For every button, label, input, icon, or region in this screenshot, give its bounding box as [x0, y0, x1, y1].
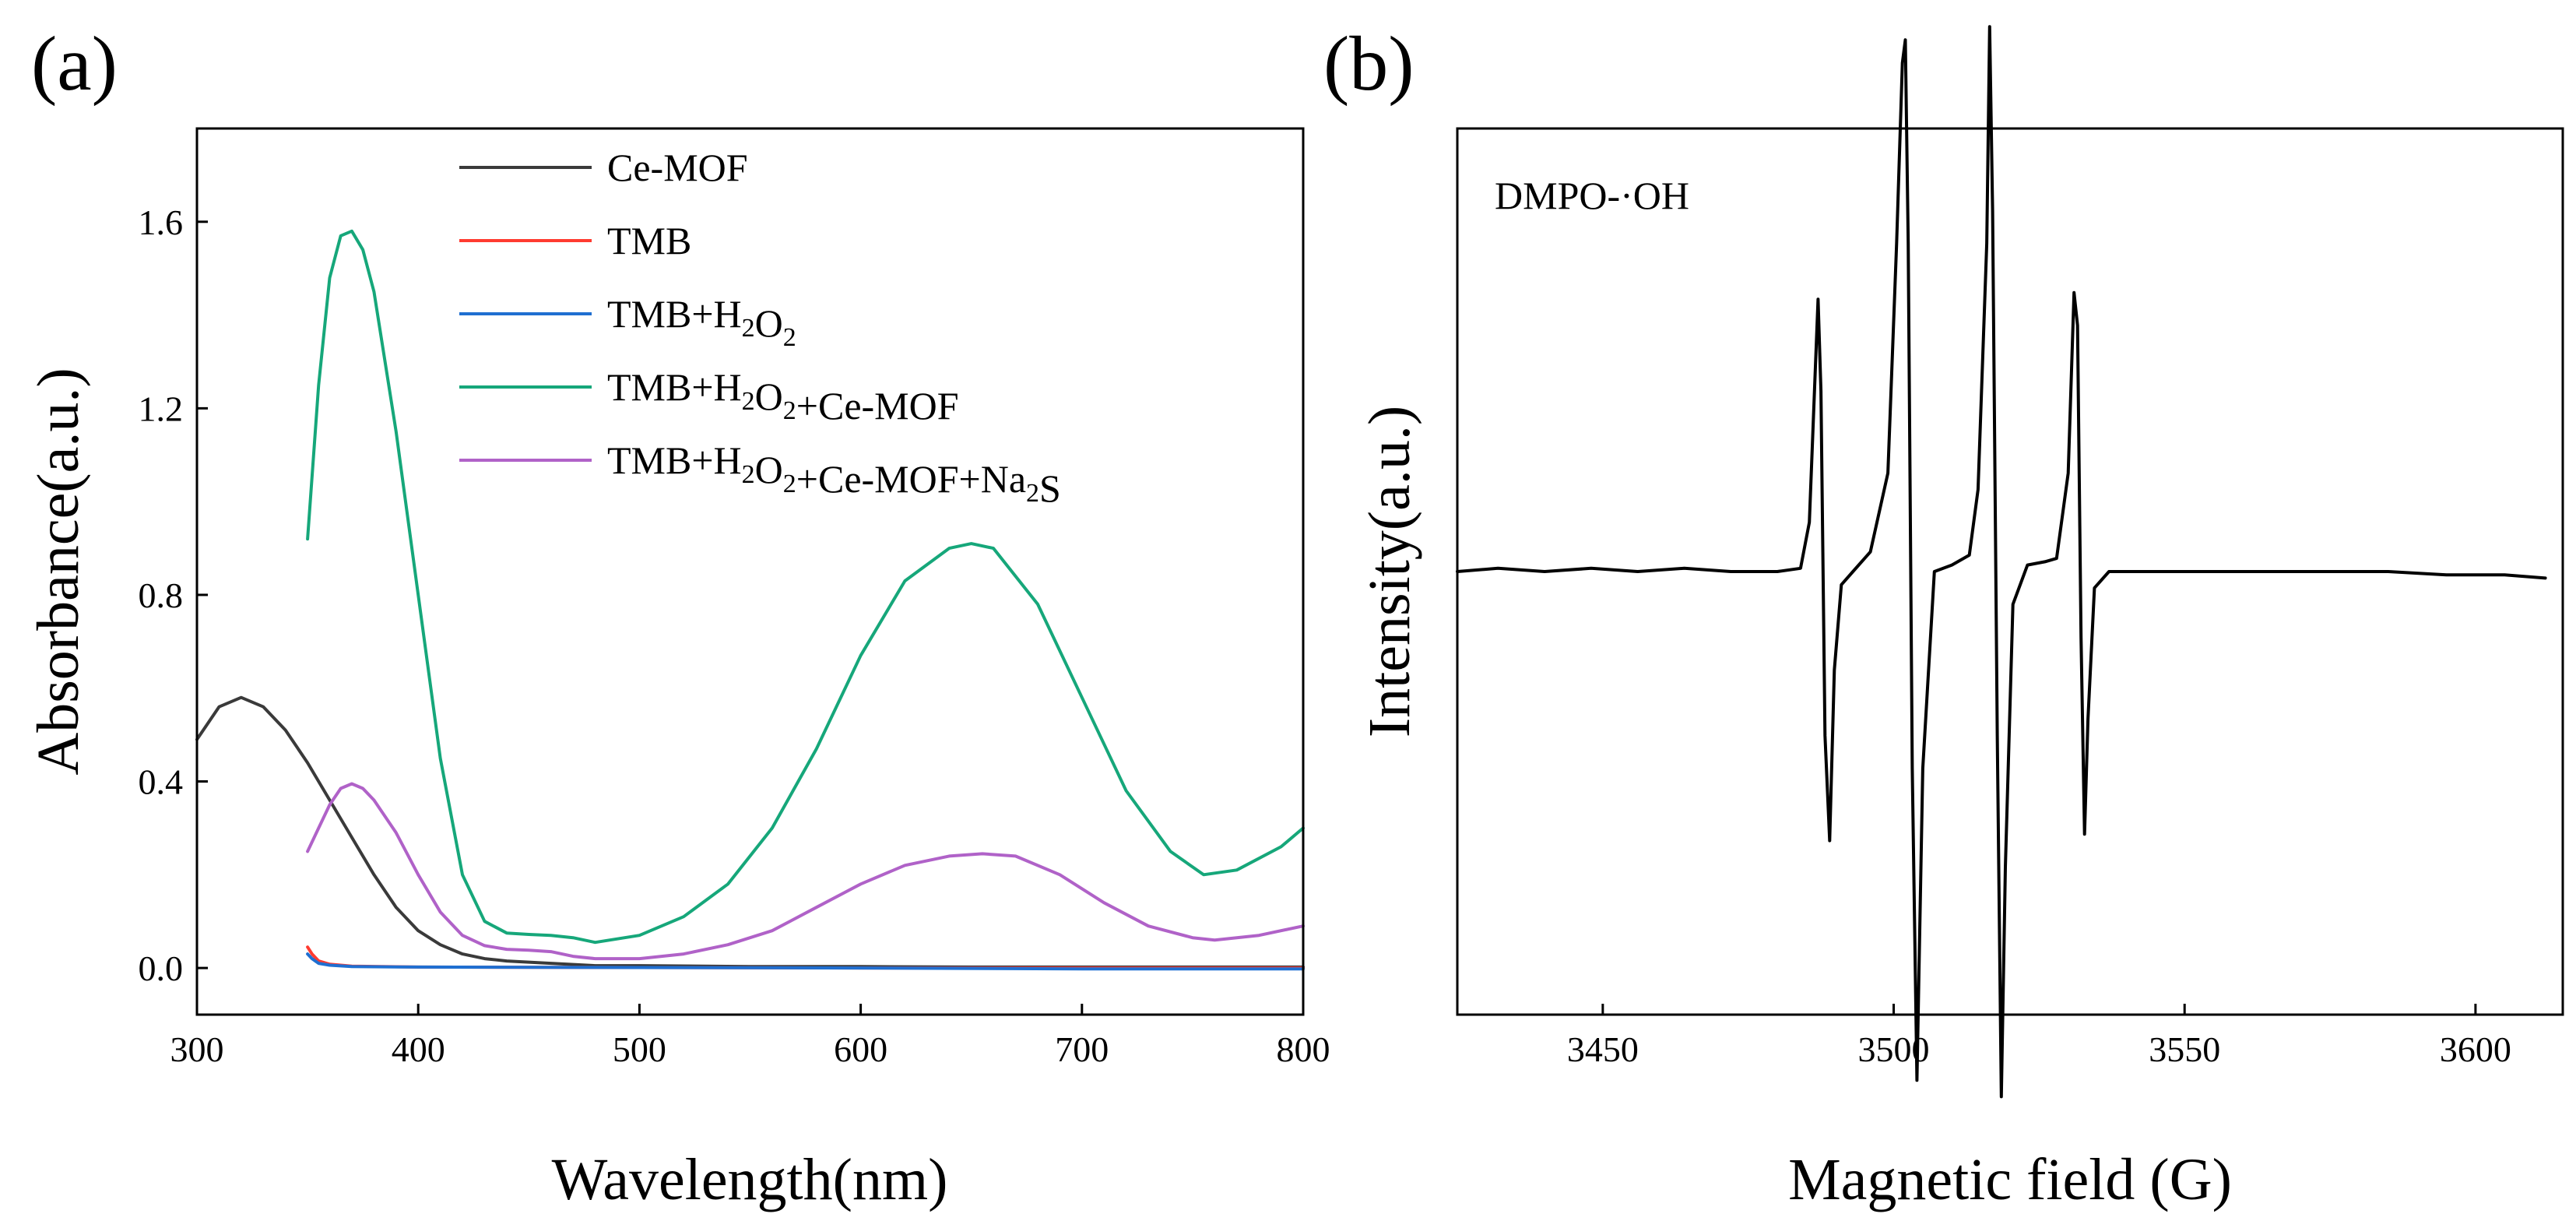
panel-b-label: (b): [1323, 20, 1415, 107]
panel-b-x-tick-label: 3450: [1567, 1029, 1639, 1069]
panel-b-x-axis-title: Magnetic field (G): [1788, 1147, 2232, 1212]
panel-a-y-tick-label: 0.0: [139, 948, 184, 988]
panel-a-y-tick-label: 1.6: [139, 202, 184, 242]
panel-a-y-tick-label: 1.2: [139, 389, 184, 428]
panel-b-frame: [1456, 127, 2564, 1016]
legend-item: TMB: [459, 219, 691, 262]
legend-item: TMB+H2O2+Ce-MOF: [459, 365, 959, 428]
panel-b-x-tick-label: 3500: [1858, 1029, 1930, 1069]
panel-a-x-tick-label: 500: [613, 1029, 666, 1069]
legend-label: Ce-MOF: [607, 146, 748, 189]
panel-a-plot-area: [195, 229, 1305, 971]
panel-a-y-axis: 0.0 0.4 0.8 1.2 1.6: [139, 202, 208, 988]
legend-label: TMB+H2O2: [607, 292, 796, 352]
legend-item: TMB+H2O2: [459, 292, 796, 352]
panel-a-y-tick-label: 0.8: [139, 575, 184, 615]
panel-b-plot-area: [1456, 25, 2547, 1099]
panel-b-series-line-0: [1456, 25, 2547, 1099]
panel-a-series-line-2: [306, 952, 1305, 971]
panel-b-annotation: DMPO-·OH: [1495, 174, 1689, 217]
panel-a-legend: Ce-MOF TMB TMB+H2O2 TMB+H2O2+Ce-MOF TMB+H2O2…: [459, 146, 1061, 510]
panel-a-x-tick-label: 400: [392, 1029, 445, 1069]
legend-label: TMB+H2O2+Ce-MOF+Na2S: [607, 438, 1061, 510]
panel-a-x-axis-title: Wavelength(nm): [552, 1147, 948, 1212]
legend-label: TMB: [607, 219, 691, 262]
panel-a-x-axis: 300 400 500 600 700 800: [170, 1004, 1330, 1069]
legend-item: TMB+H2O2+Ce-MOF+Na2S: [459, 438, 1061, 510]
panel-a-x-tick-label: 600: [834, 1029, 887, 1069]
panel-a: (a) 300 400 500 600 700 800 0.0 0.4 0.8 1.2 1.6 W…: [26, 20, 1330, 1212]
panel-a-x-tick-label: 800: [1277, 1029, 1330, 1069]
panel-b-x-tick-label: 3600: [2440, 1029, 2511, 1069]
panel-a-series-line-3: [306, 229, 1305, 945]
panel-a-series-line-4: [306, 782, 1305, 961]
panel-b-y-axis-title: Intensity(a.u.): [1357, 406, 1422, 737]
panel-a-series-line-0: [195, 695, 1305, 969]
panel-a-x-tick-label: 300: [170, 1029, 224, 1069]
panel-b: (b) 3450 3500 3550 3600 DMPO-·OH Magnetic f…: [1323, 20, 2564, 1212]
panel-b-x-tick-label: 3550: [2149, 1029, 2220, 1069]
panel-b-x-axis: 3450 3500 3550 3600: [1567, 1004, 2511, 1069]
panel-a-label: (a): [31, 20, 118, 107]
legend-label: TMB+H2O2+Ce-MOF: [607, 365, 959, 428]
panel-a-y-axis-title: Absorbance(a.u.): [26, 368, 91, 775]
panel-a-frame: [195, 127, 1305, 1016]
panel-a-y-tick-label: 0.4: [139, 762, 184, 802]
panel-a-x-tick-label: 700: [1055, 1029, 1109, 1069]
legend-item: Ce-MOF: [459, 146, 748, 189]
